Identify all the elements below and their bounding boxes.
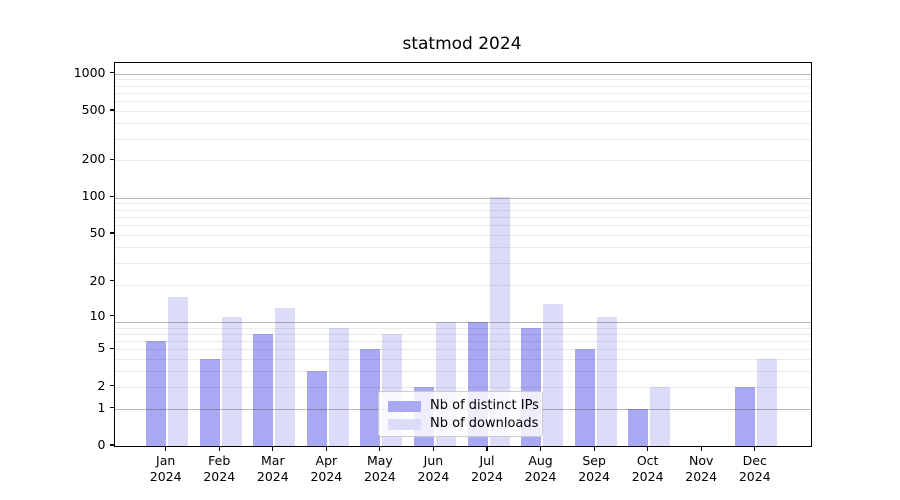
bar-downloads-oct — [650, 386, 671, 446]
y-tick-label: 100 — [81, 188, 106, 204]
gridline-minor — [115, 327, 811, 329]
bar-downloads-mar — [275, 307, 296, 446]
y-tick-label: 500 — [81, 101, 106, 117]
x-tick-label: Jun 2024 — [417, 453, 450, 484]
gridline-major — [115, 73, 811, 75]
x-tick-label: Nov 2024 — [685, 453, 718, 484]
legend: Nb of distinct IPs Nb of downloads — [378, 391, 543, 437]
gridline-minor — [115, 333, 811, 335]
x-tick-label: Sep 2024 — [578, 453, 610, 484]
bar-distinct-ips-mar — [253, 333, 274, 446]
gridline-minor — [115, 217, 811, 218]
bar-downloads-sep — [596, 316, 617, 446]
gridline-minor — [115, 123, 811, 125]
gridline-minor — [115, 235, 811, 237]
y-tick-label: 200 — [81, 151, 106, 167]
bar-distinct-ips-feb — [199, 359, 220, 446]
gridline-minor — [115, 349, 811, 351]
gridline-minor — [115, 386, 811, 388]
bar-distinct-ips-dec — [735, 386, 756, 446]
x-tick-label: Feb 2024 — [203, 453, 236, 484]
x-tick-label: Mar 2024 — [256, 453, 289, 484]
legend-label-downloads: Nb of downloads — [430, 416, 539, 431]
y-tick-label: 10 — [89, 307, 106, 323]
bar-downloads-feb — [221, 316, 242, 446]
gridline-minor — [115, 247, 811, 249]
gridline-minor — [115, 79, 811, 81]
legend-entry-downloads: Nb of downloads — [379, 415, 542, 433]
x-tick-label: Oct 2024 — [631, 453, 664, 484]
plot-area — [114, 62, 812, 447]
chart-title: statmod 2024 — [402, 34, 522, 54]
x-tick-label: Dec 2024 — [738, 453, 771, 484]
gridline-minor — [115, 111, 811, 113]
y-tick-label: 1 — [97, 399, 106, 415]
bar-distinct-ips-may — [360, 349, 381, 446]
y-tick-label: 50 — [89, 225, 106, 241]
gridline-minor — [115, 262, 811, 264]
x-tick-label: Jan 2024 — [149, 453, 182, 484]
gridline-minor — [115, 359, 811, 361]
y-tick-label: 2 — [97, 377, 106, 393]
x-tick-label: Aug 2024 — [524, 453, 557, 484]
legend-swatch-distinct-ips — [388, 400, 421, 412]
gridline-minor — [115, 209, 811, 211]
gridline-minor — [115, 284, 811, 286]
legend-label-distinct-ips: Nb of distinct IPs — [430, 398, 539, 413]
bar-downloads-apr — [328, 327, 349, 446]
bar-distinct-ips-sep — [574, 349, 595, 446]
gridline-minor — [115, 101, 811, 103]
x-tick-label: Jul 2024 — [471, 453, 503, 484]
y-tick-label: 1000 — [73, 64, 106, 80]
bar-distinct-ips-oct — [628, 408, 649, 446]
legend-entry-distinct-ips: Nb of distinct IPs — [379, 397, 542, 415]
grid-layer — [115, 63, 811, 446]
y-tick-label: 5 — [97, 340, 106, 356]
bar-distinct-ips-apr — [306, 371, 327, 446]
x-tick-label: Apr 2024 — [310, 453, 343, 484]
gridline-minor — [115, 341, 811, 343]
gridline-minor — [115, 85, 811, 87]
gridline-minor — [115, 225, 811, 227]
gridline-minor — [115, 138, 811, 140]
bar-downloads-aug — [543, 303, 564, 446]
gridline-minor — [115, 160, 811, 162]
gridline-minor — [115, 203, 811, 205]
gridline-minor — [115, 371, 811, 373]
bar-downloads-dec — [757, 359, 778, 446]
y-tick-label: 20 — [89, 272, 106, 288]
y-tick-label: 0 — [97, 437, 106, 452]
bar-distinct-ips-jan — [146, 341, 167, 446]
bar-downloads-jul — [489, 197, 510, 446]
bar-downloads-jan — [168, 296, 189, 446]
legend-swatch-downloads — [388, 418, 421, 430]
gridline-major — [115, 197, 811, 199]
gridline-minor — [115, 92, 811, 94]
x-tick-label: May 2024 — [363, 453, 396, 484]
gridline-major — [115, 321, 811, 323]
